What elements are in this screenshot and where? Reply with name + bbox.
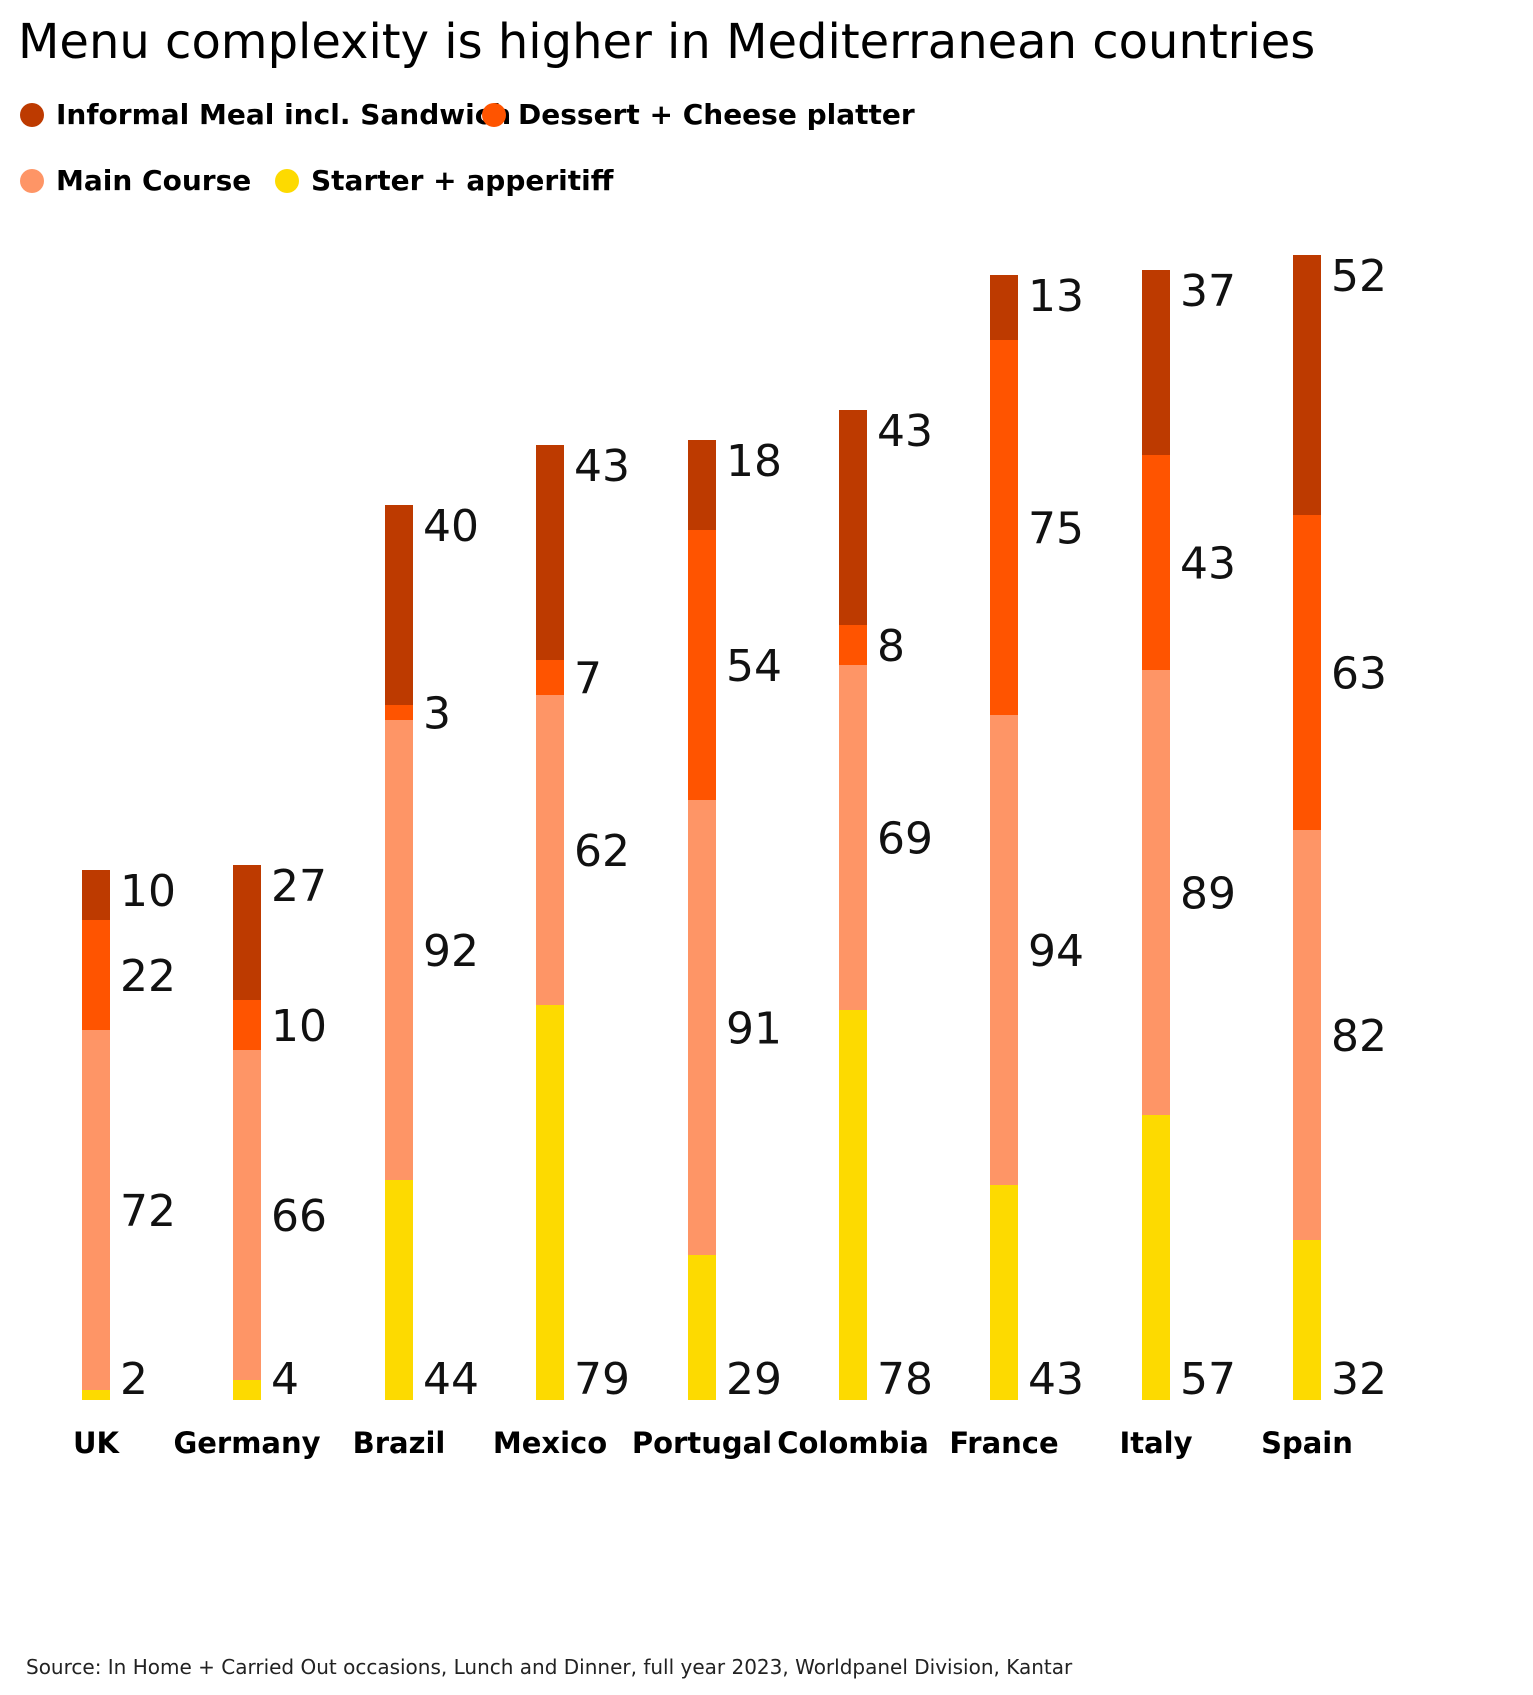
- value-label-mexico-dessert-cheese-platter: 7: [574, 654, 602, 705]
- value-label-brazil-starter-apperitiff: 44: [423, 1354, 479, 1405]
- bar-segment-portugal-main-course: [688, 800, 716, 1255]
- value-label-france-dessert-cheese-platter: 75: [1028, 504, 1084, 555]
- value-label-uk-starter-apperitiff: 2: [120, 1354, 148, 1405]
- bar-segment-portugal-dessert-cheese-platter: [688, 530, 716, 800]
- bar-segment-spain-main-course: [1293, 830, 1321, 1240]
- bar-segment-colombia-main-course: [839, 665, 867, 1010]
- legend-item-main-course: Main Course: [20, 164, 251, 197]
- bar-segment-france-main-course: [990, 715, 1018, 1185]
- bar-segment-germany-main-course: [233, 1050, 261, 1380]
- value-label-colombia-main-course: 69: [877, 814, 933, 865]
- category-label-spain: Spain: [1261, 1426, 1353, 1460]
- bar-segment-germany-informal-meal-incl-sandwich: [233, 865, 261, 1000]
- bar-segment-uk-main-course: [82, 1030, 110, 1390]
- bar-segment-uk-dessert-cheese-platter: [82, 920, 110, 1030]
- bar-segment-mexico-starter-apperitiff: [536, 1005, 564, 1400]
- value-label-france-informal-meal-incl-sandwich: 13: [1028, 271, 1084, 322]
- value-label-italy-dessert-cheese-platter: 43: [1180, 539, 1236, 590]
- value-label-germany-informal-meal-incl-sandwich: 27: [271, 861, 327, 912]
- category-label-france: France: [949, 1426, 1058, 1460]
- value-label-germany-main-course: 66: [271, 1191, 327, 1242]
- bar-segment-brazil-main-course: [385, 720, 413, 1180]
- category-label-portugal: Portugal: [632, 1426, 772, 1460]
- bar-segment-mexico-informal-meal-incl-sandwich: [536, 445, 564, 660]
- value-label-mexico-starter-apperitiff: 79: [574, 1354, 630, 1405]
- value-label-spain-main-course: 82: [1331, 1011, 1387, 1062]
- bar-segment-italy-dessert-cheese-platter: [1142, 455, 1170, 670]
- category-label-germany: Germany: [173, 1426, 320, 1460]
- bar-segment-spain-informal-meal-incl-sandwich: [1293, 255, 1321, 515]
- legend-dot-main-course: [20, 168, 44, 193]
- legend-label-informal-meal: Informal Meal incl. Sandwich: [56, 98, 512, 131]
- bar-segment-spain-dessert-cheese-platter: [1293, 515, 1321, 830]
- bar-segment-portugal-informal-meal-incl-sandwich: [688, 440, 716, 530]
- bar-segment-brazil-starter-apperitiff: [385, 1180, 413, 1400]
- value-label-brazil-main-course: 92: [423, 926, 479, 977]
- legend-item-dessert: Dessert + Cheese platter: [482, 98, 915, 131]
- value-label-mexico-main-course: 62: [574, 826, 630, 877]
- value-label-portugal-main-course: 91: [726, 1004, 782, 1055]
- legend-label-starter: Starter + apperitiff: [311, 164, 614, 197]
- value-label-colombia-starter-apperitiff: 78: [877, 1354, 933, 1405]
- value-label-colombia-informal-meal-incl-sandwich: 43: [877, 406, 933, 457]
- value-label-spain-informal-meal-incl-sandwich: 52: [1331, 251, 1387, 302]
- value-label-germany-dessert-cheese-platter: 10: [271, 1001, 327, 1052]
- legend-dot-dessert: [482, 102, 506, 127]
- bar-segment-colombia-starter-apperitiff: [839, 1010, 867, 1400]
- bar-segment-uk-informal-meal-incl-sandwich: [82, 870, 110, 920]
- source-note: Source: In Home + Carried Out occasions,…: [26, 1655, 1073, 1679]
- bar-segment-uk-starter-apperitiff: [82, 1390, 110, 1400]
- category-label-brazil: Brazil: [353, 1426, 446, 1460]
- value-label-france-main-course: 94: [1028, 926, 1084, 977]
- value-label-italy-main-course: 89: [1180, 869, 1236, 920]
- value-label-spain-dessert-cheese-platter: 63: [1331, 649, 1387, 700]
- stacked-bar-chart: 2 72 22 10 UK 4 66 10 27 Germany 44 92 3 40 Brazil 79 62…: [73, 251, 1387, 1460]
- bar-segment-colombia-informal-meal-incl-sandwich: [839, 410, 867, 625]
- value-label-france-starter-apperitiff: 43: [1028, 1354, 1084, 1405]
- value-label-italy-starter-apperitiff: 57: [1180, 1354, 1236, 1405]
- value-label-germany-starter-apperitiff: 4: [271, 1354, 299, 1405]
- legend-dot-informal-meal: [20, 102, 44, 127]
- value-label-brazil-informal-meal-incl-sandwich: 40: [423, 501, 479, 552]
- legend-dot-starter: [275, 168, 299, 193]
- bar-segment-germany-dessert-cheese-platter: [233, 1000, 261, 1050]
- legend-label-dessert: Dessert + Cheese platter: [518, 98, 915, 131]
- bar-segment-spain-starter-apperitiff: [1293, 1240, 1321, 1400]
- bar-segment-france-starter-apperitiff: [990, 1185, 1018, 1400]
- value-label-portugal-informal-meal-incl-sandwich: 18: [726, 436, 782, 487]
- value-label-portugal-dessert-cheese-platter: 54: [726, 641, 782, 692]
- bar-segment-france-informal-meal-incl-sandwich: [990, 275, 1018, 340]
- category-label-mexico: Mexico: [493, 1426, 607, 1460]
- value-label-uk-dessert-cheese-platter: 22: [120, 951, 176, 1002]
- bar-segment-france-dessert-cheese-platter: [990, 340, 1018, 715]
- value-label-italy-informal-meal-incl-sandwich: 37: [1180, 266, 1236, 317]
- category-label-colombia: Colombia: [777, 1426, 929, 1460]
- bar-segment-mexico-dessert-cheese-platter: [536, 660, 564, 695]
- bar-segment-italy-starter-apperitiff: [1142, 1115, 1170, 1400]
- bar-segment-germany-starter-apperitiff: [233, 1380, 261, 1400]
- chart-title: Menu complexity is higher in Mediterrane…: [18, 14, 1316, 70]
- bar-segment-portugal-starter-apperitiff: [688, 1255, 716, 1400]
- legend-label-main-course: Main Course: [56, 164, 252, 197]
- category-label-uk: UK: [73, 1426, 121, 1460]
- legend-item-informal-meal: Informal Meal incl. Sandwich: [20, 98, 511, 131]
- bar-segment-brazil-informal-meal-incl-sandwich: [385, 505, 413, 705]
- value-label-brazil-dessert-cheese-platter: 3: [423, 689, 451, 740]
- bar-segment-mexico-main-course: [536, 695, 564, 1005]
- legend-item-starter: Starter + apperitiff: [275, 164, 613, 197]
- value-label-colombia-dessert-cheese-platter: 8: [877, 621, 905, 672]
- value-label-uk-main-course: 72: [120, 1186, 176, 1237]
- bar-segment-colombia-dessert-cheese-platter: [839, 625, 867, 665]
- value-label-portugal-starter-apperitiff: 29: [726, 1354, 782, 1405]
- value-label-mexico-informal-meal-incl-sandwich: 43: [574, 441, 630, 492]
- bar-segment-brazil-dessert-cheese-platter: [385, 705, 413, 720]
- value-label-spain-starter-apperitiff: 32: [1331, 1354, 1387, 1405]
- bar-segment-italy-informal-meal-incl-sandwich: [1142, 270, 1170, 455]
- value-label-uk-informal-meal-incl-sandwich: 10: [120, 866, 176, 917]
- bar-segment-italy-main-course: [1142, 670, 1170, 1115]
- category-label-italy: Italy: [1119, 1426, 1192, 1460]
